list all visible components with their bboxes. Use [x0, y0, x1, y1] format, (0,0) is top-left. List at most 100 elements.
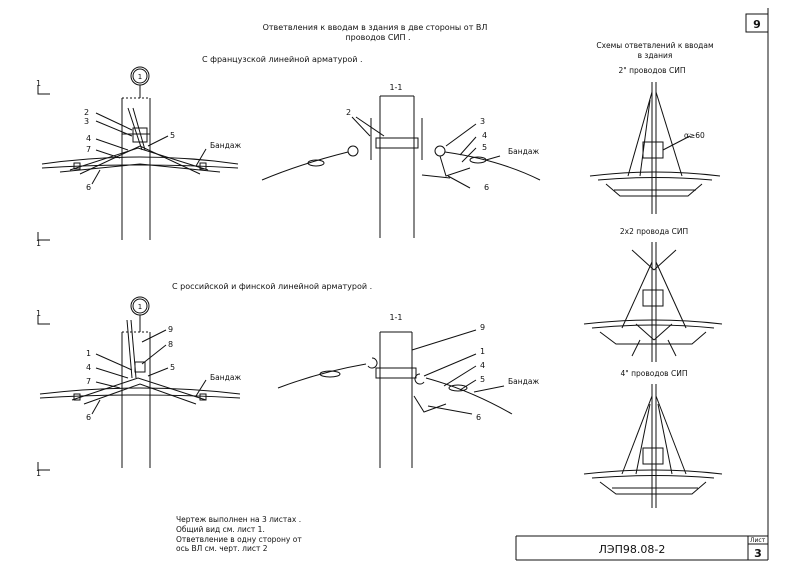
- bandage-label-top-right: Бандаж: [508, 147, 539, 156]
- section2-branch: [413, 395, 447, 413]
- callout-br-6: 6: [476, 413, 481, 422]
- cut-mark-top-2: [37, 316, 50, 325]
- callout-bl-6: 6: [86, 413, 91, 422]
- callout-tr-4: 4: [482, 131, 487, 140]
- callout-bl-8: 8: [168, 340, 173, 349]
- sheet-label: Лист: [750, 537, 766, 544]
- clamp-right: [199, 162, 207, 170]
- cut-label-top-left: 1: [36, 79, 41, 88]
- view-marker-label: 1: [138, 73, 142, 81]
- section-branch: [439, 155, 471, 177]
- schemes-header-line2: в здания: [638, 51, 673, 60]
- bandage-label-bottom-left: Бандаж: [210, 373, 241, 382]
- drop-wire-2: [132, 107, 146, 151]
- view-marker-inner: [132, 68, 148, 84]
- pole-hook: [134, 361, 146, 373]
- cut-label-bottom-left-2: 1: [36, 469, 41, 478]
- callout-bl-9: 9: [168, 325, 173, 334]
- callout-tl-4: 4: [86, 134, 91, 143]
- cut-mark-top: [37, 86, 50, 95]
- sheet-number: 3: [754, 547, 762, 560]
- callout-bl-7: 7: [86, 377, 91, 386]
- branch-wire-b2: [83, 383, 197, 405]
- callout-bl-1: 1: [86, 349, 91, 358]
- scheme1-dimension: α≥60: [684, 131, 705, 140]
- bandage-label-top-left: Бандаж: [210, 141, 241, 150]
- bottom-section-view: [277, 329, 513, 468]
- section2-hook-right: [414, 373, 425, 385]
- section2-band: [375, 367, 417, 379]
- callout-tr-6: 6: [484, 183, 489, 192]
- note-line1: Чертеж выполнен на 3 листах .: [176, 515, 301, 524]
- section2-wire-right: [425, 377, 513, 415]
- section2-tensioner-left: [319, 370, 341, 378]
- scheme2-diagram: [583, 242, 723, 362]
- callout-tl-5: 5: [170, 131, 175, 140]
- section-label-top: 1-1: [389, 83, 402, 92]
- bottom-left-pole-view: [37, 296, 241, 471]
- view-marker-inner-2: [132, 298, 148, 314]
- branch-wire-right: [79, 145, 201, 175]
- callout-br-1: 1: [480, 347, 485, 356]
- drawing-code: ЛЭП98.08-2: [599, 543, 666, 556]
- clamp-left-b: [73, 393, 81, 401]
- callout-tl-7: 7: [86, 145, 91, 154]
- note-line2: Общий вид см. лист 1.: [176, 525, 265, 534]
- branch-wire-b: [71, 377, 207, 401]
- scheme3-label: 4" проводов СИП: [621, 369, 688, 378]
- section-insulator-left: [347, 145, 359, 157]
- section-insulator-right: [434, 145, 446, 157]
- main-wire-b1: [39, 387, 241, 395]
- section-band: [375, 137, 419, 149]
- top-section-view: [261, 95, 541, 238]
- section-label-bottom: 1-1: [389, 313, 402, 322]
- callout-tr-2: 2: [346, 108, 351, 117]
- corner-number: 9: [753, 18, 761, 31]
- scheme3-diagram: [583, 384, 723, 508]
- section-tensioner-left: [307, 159, 325, 167]
- section-wire-right: [444, 151, 541, 181]
- callout-tl-3: 3: [84, 117, 89, 126]
- section2-tensioner-right: [448, 384, 468, 392]
- corner-box: [745, 13, 769, 33]
- branch-wire-left: [69, 147, 209, 171]
- scheme1-diagram: [589, 82, 721, 214]
- note-line4: ось ВЛ см. черт. лист 2: [176, 544, 268, 553]
- scheme1-label: 2" проводов СИП: [619, 66, 686, 75]
- callout-tr-3: 3: [480, 117, 485, 126]
- main-wire-b2: [39, 394, 241, 399]
- callout-bl-4: 4: [86, 363, 91, 372]
- main-wire-3: [59, 163, 221, 173]
- callout-br-5: 5: [480, 375, 485, 384]
- section-wire-left: [261, 151, 349, 181]
- drawing-title-line1: Ответвления к вводам в здания в две стор…: [263, 23, 488, 32]
- callout-tl-2: 2: [84, 108, 89, 117]
- callout-tl-6: 6: [86, 183, 91, 192]
- main-wire-1: [41, 156, 239, 165]
- callout-tr-5: 5: [482, 143, 487, 152]
- callout-bl-5: 5: [170, 363, 175, 372]
- bandage-label-bottom-right: Бандаж: [508, 377, 539, 386]
- scheme2-label: 2х2 провода СИП: [620, 227, 688, 236]
- note-line3: Ответвление в одну сторону от: [176, 535, 302, 544]
- clamp-right-b: [199, 393, 207, 401]
- view-marker-label-2: 1: [138, 303, 142, 311]
- drop-wire: [127, 107, 143, 151]
- cut-mark-bottom: [37, 232, 50, 241]
- callout-br-9: 9: [480, 323, 485, 332]
- top-left-pole-view: [37, 66, 239, 241]
- cut-label-top-left-2: 1: [36, 309, 41, 318]
- schemes-header-line1: Схемы ответвлений к вводам: [596, 41, 713, 50]
- section-french-title: С французской линейной арматурой .: [202, 55, 363, 64]
- drawing-title-line2: проводов СИП .: [345, 33, 410, 42]
- cut-label-bottom-left: 1: [36, 239, 41, 248]
- pole-clamp: [132, 127, 148, 143]
- main-wire-2: [41, 164, 239, 169]
- drop-wire-b: [126, 319, 133, 379]
- section2-hook-left: [367, 357, 378, 369]
- section2-wire-left: [277, 363, 367, 389]
- cut-mark-bottom-2: [37, 462, 50, 471]
- section-russian-title: С российской и финской линейной арматуро…: [172, 282, 372, 291]
- callout-br-4: 4: [480, 361, 485, 370]
